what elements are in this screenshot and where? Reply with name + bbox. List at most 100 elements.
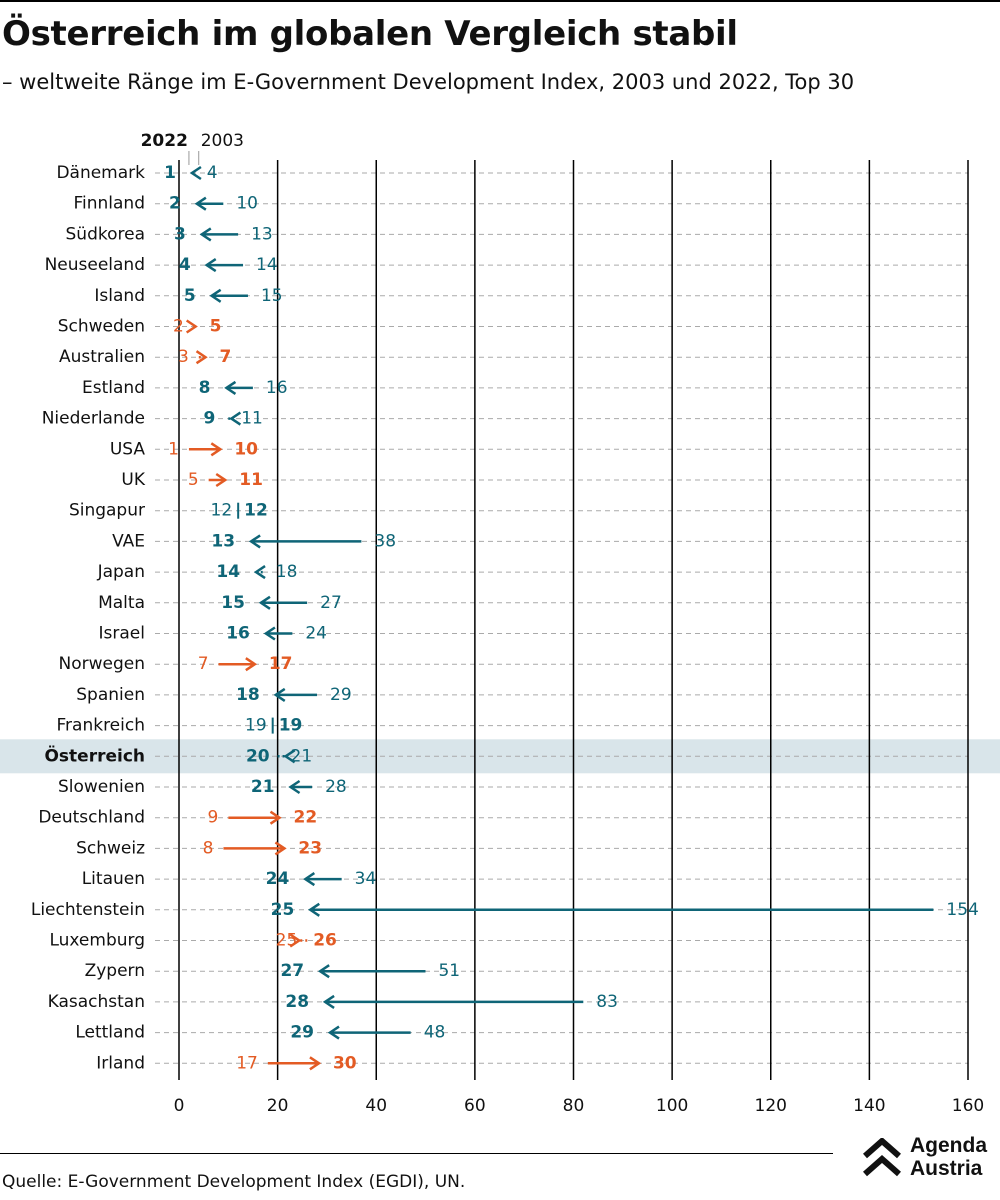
rank-2003-label: 38 (374, 531, 396, 551)
rank-2022-label: 15 (221, 593, 245, 613)
agenda-austria-logo: Agenda Austria (862, 1134, 1000, 1184)
rank-2022-label: 29 (290, 1023, 314, 1043)
rank-2003-label: 5 (188, 470, 199, 490)
country-label: Norwegen (59, 654, 146, 674)
country-label: UK (121, 470, 145, 490)
rank-2003-label: 25 (276, 931, 298, 951)
rank-2022-label: 30 (333, 1053, 357, 1073)
country-label: Schweiz (76, 838, 145, 858)
rank-2003-label: 17 (236, 1053, 258, 1073)
rank-2022-label: 26 (313, 931, 337, 951)
country-label: Deutschland (38, 808, 145, 828)
rank-2003-label: 11 (241, 409, 263, 429)
country-label: Dänemark (56, 163, 145, 183)
arrowhead (210, 442, 223, 457)
arrowhead (288, 779, 301, 795)
rank-2003-label: 12 (211, 501, 233, 521)
arrowhead (303, 872, 316, 887)
arrowhead (185, 319, 198, 334)
rank-2022-label: 8 (199, 378, 211, 398)
rank-2022-label: 7 (220, 347, 232, 367)
x-tick-label: 0 (174, 1096, 185, 1116)
arrowhead (253, 565, 266, 580)
x-tick-label: 40 (365, 1096, 387, 1116)
rank-2003-label: 1 (168, 439, 179, 459)
rank-2022-label: 17 (269, 654, 293, 674)
legend-2022-label: 2022 (141, 131, 188, 151)
x-tick-label: 80 (563, 1096, 585, 1116)
country-label: Südkorea (66, 224, 146, 244)
rank-2022-label: 27 (280, 961, 304, 981)
rank-2003-label: 48 (424, 1023, 446, 1043)
arrowhead (263, 626, 276, 641)
country-label: Singapur (69, 501, 145, 521)
rank-2003-label: 154 (946, 900, 978, 920)
rank-2022-label: 1 (164, 163, 176, 183)
arrowhead (327, 1025, 340, 1040)
arrowhead (274, 841, 287, 856)
arrowhead (215, 472, 228, 488)
rank-2022-label: 24 (266, 869, 290, 889)
country-label: Estland (82, 378, 145, 398)
rank-2003-label: 10 (236, 194, 258, 214)
country-label: Japan (97, 562, 145, 582)
rank-2022-label: 12 (244, 501, 268, 521)
country-label: Slowenien (58, 777, 145, 797)
rank-2003-label: 7 (198, 654, 209, 674)
country-label: Zypern (85, 961, 145, 981)
country-label: Österreich (44, 744, 145, 766)
arrowhead (194, 196, 207, 211)
rank-2022-label: 25 (271, 900, 295, 920)
rank-2022-label: 19 (279, 716, 303, 736)
rank-2022-label: 18 (236, 685, 260, 705)
country-label: Niederlande (42, 409, 145, 429)
rank-2003-label: 8 (203, 838, 214, 858)
arrowhead (245, 657, 258, 672)
rank-2003-label: 14 (256, 255, 278, 275)
logo-line-1: Agenda (910, 1134, 988, 1157)
rank-2022-label: 16 (226, 624, 250, 644)
arrowhead (209, 288, 222, 303)
country-label: Neuseeland (45, 255, 145, 275)
rank-2003-label: 51 (438, 961, 460, 981)
arrowhead (248, 534, 261, 549)
arrowhead (204, 258, 217, 273)
arrowhead (189, 165, 202, 181)
arrowhead (229, 411, 242, 426)
top-rule (0, 0, 1000, 2)
rank-2003-label: 28 (325, 777, 347, 797)
rank-2022-label: 11 (239, 470, 263, 490)
arrowhead (289, 933, 302, 948)
rank-2003-label: 19 (245, 716, 267, 736)
rank-2003-label: 29 (330, 685, 352, 705)
bottom-rule (0, 1153, 833, 1154)
rank-2022-label: 4 (179, 255, 191, 275)
country-label: Schweden (58, 317, 145, 337)
x-tick-label: 140 (853, 1096, 885, 1116)
rank-2003-label: 13 (251, 224, 273, 244)
country-label: Israel (99, 624, 145, 644)
arrowhead (224, 380, 237, 395)
rank-2003-label: 34 (355, 869, 377, 889)
arrowhead (269, 810, 282, 825)
rank-2022-label: 13 (211, 531, 235, 551)
source-note: Quelle: E-Government Development Index (… (2, 1172, 466, 1192)
rank-2003-label: 9 (208, 808, 219, 828)
country-label: Irland (96, 1053, 145, 1073)
country-label: VAE (112, 531, 145, 551)
rank-2003-label: 4 (207, 163, 218, 183)
rank-2022-label: 22 (293, 808, 317, 828)
rank-2003-label: 27 (320, 593, 342, 613)
country-label: Spanien (76, 685, 145, 705)
country-label: Kasachstan (48, 992, 145, 1012)
arrowhead (273, 687, 286, 702)
arrowhead (309, 1056, 322, 1071)
country-label: Litauen (82, 869, 145, 889)
rank-2022-label: 5 (210, 317, 222, 337)
arrowhead (258, 595, 271, 610)
rank-2022-label: 20 (246, 746, 270, 766)
rank-2022-label: 2 (169, 194, 181, 214)
rank-2003-label: 16 (266, 378, 288, 398)
x-tick-label: 160 (952, 1096, 984, 1116)
